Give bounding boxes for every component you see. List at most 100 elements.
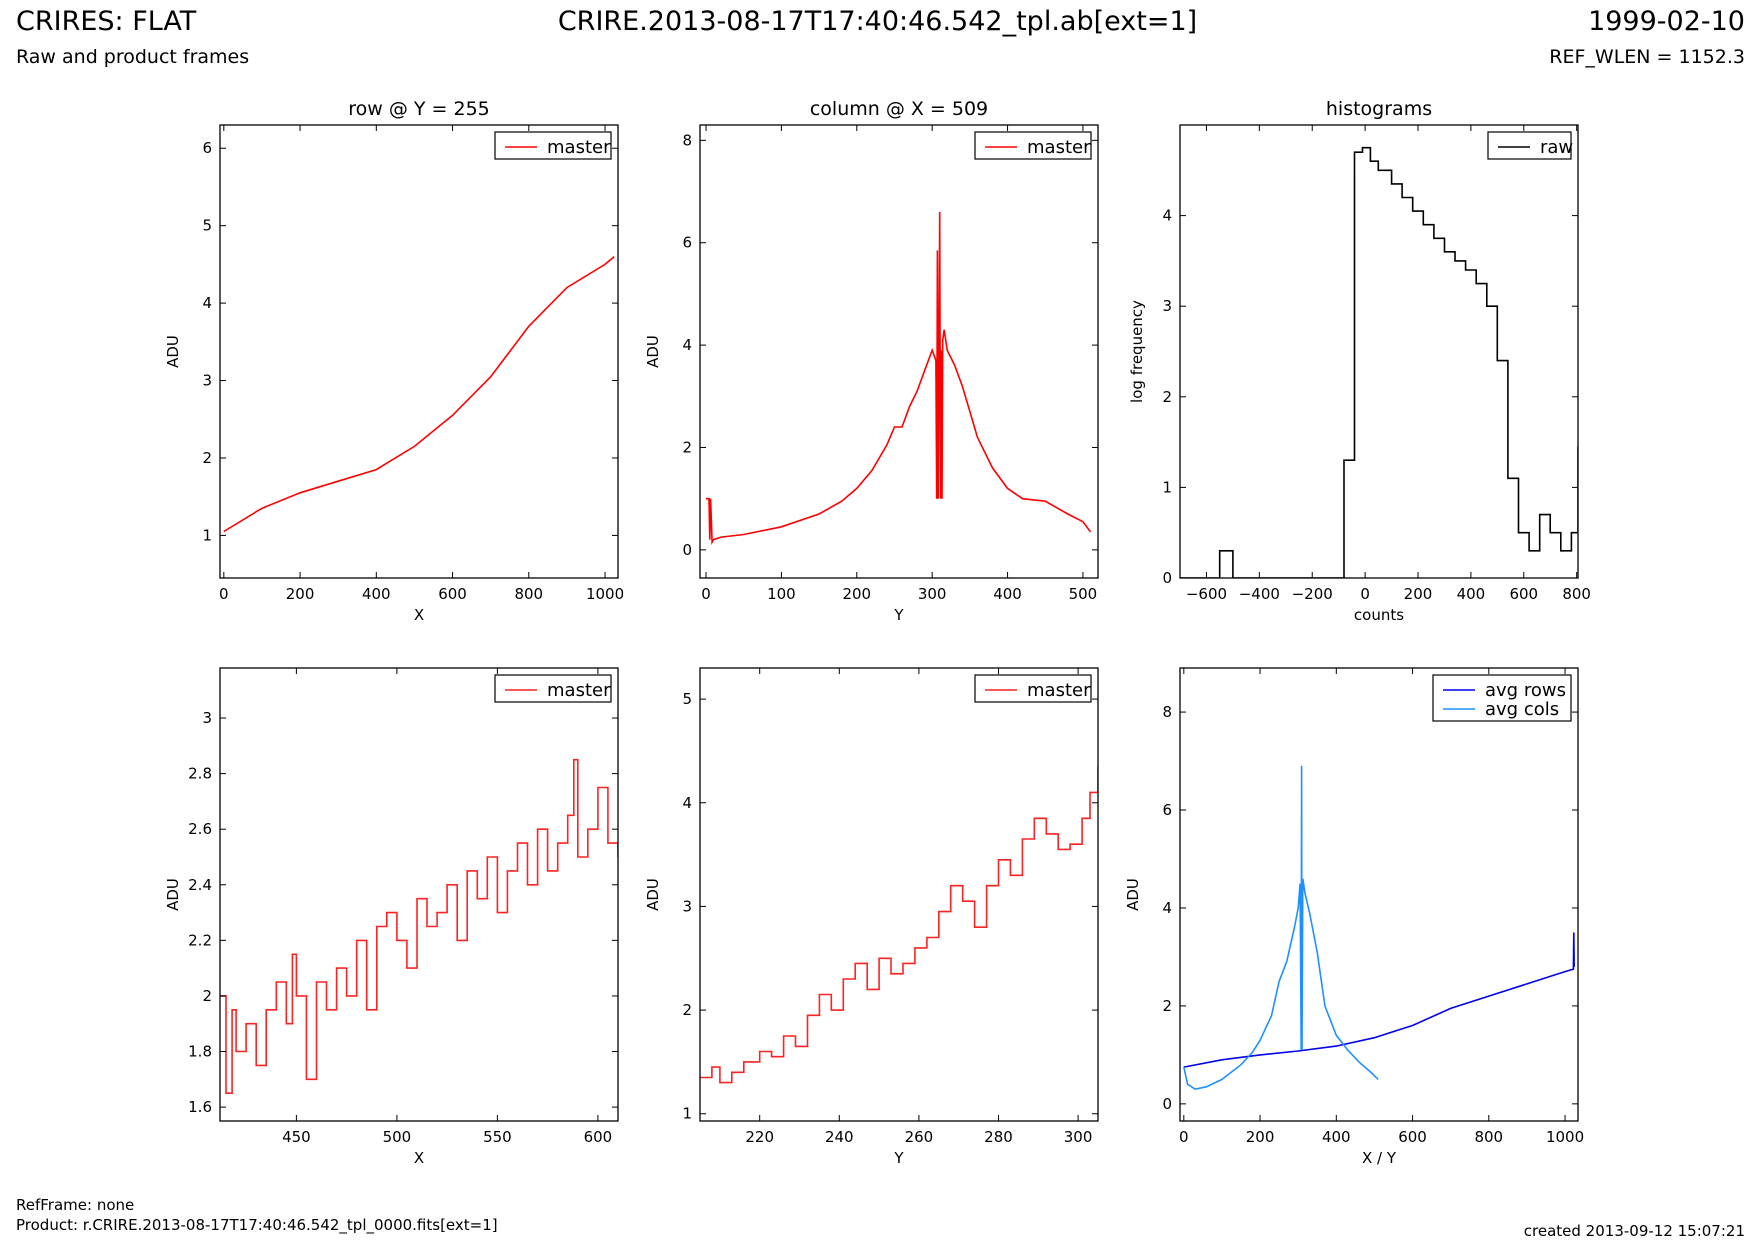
series-line-averages-1 [1183, 765, 1379, 1091]
x-tick-label: 800 [1474, 1128, 1503, 1146]
legend-box [494, 131, 612, 160]
y-axis-label: ADU [644, 878, 662, 911]
legend-label: avg cols [1485, 699, 1559, 720]
y-tick-label: 0 [682, 541, 692, 559]
legend-label: master [547, 680, 611, 701]
y-tick-label: 0 [1162, 1095, 1172, 1113]
y-axis-label: ADU [1124, 878, 1142, 911]
x-tick-label: 200 [1404, 585, 1433, 603]
y-axis-label: ADU [164, 335, 182, 368]
x-tick-label: 200 [842, 585, 871, 603]
y-tick-label: 4 [682, 794, 692, 812]
legend-box [974, 674, 1092, 703]
y-tick-label: 2 [682, 1001, 692, 1019]
chart-panel-averages: 0 200 400 600 800 1000 0 2 4 6 8 X / Y ADU avg rowsav… [1124, 667, 1584, 1167]
x-tick-label: −400 [1239, 585, 1280, 603]
series-line-averages-0 [1183, 932, 1575, 1068]
y-axis-label: ADU [164, 878, 182, 911]
chart-panel-row: 0 200 400 600 800 1000 1 2 3 4 5 6 row @ Y = 255 X ADU… [164, 98, 624, 624]
x-tick-label: 500 [383, 1128, 412, 1146]
x-tick-label: 600 [438, 585, 467, 603]
chart-panel-row-zoom: 450 500 550 600 1.6 1.8 2 2.2 2.4 2.6 2.8 3 X ADU mast… [164, 667, 619, 1167]
y-tick-label: 6 [682, 234, 692, 252]
y-tick-label: 1.8 [188, 1043, 212, 1061]
y-tick-label: 1.6 [188, 1098, 212, 1116]
x-tick-label: 0 [1179, 1128, 1189, 1146]
y-tick-label: 2 [1162, 388, 1172, 406]
chart-title: row @ Y = 255 [348, 98, 490, 120]
legend-box [1432, 674, 1572, 722]
x-tick-label: 800 [514, 585, 543, 603]
x-tick-label: 400 [1457, 585, 1486, 603]
x-tick-label: 300 [1064, 1128, 1093, 1146]
y-tick-label: 5 [202, 217, 212, 235]
x-tick-label: 500 [1069, 585, 1098, 603]
legend-column-zoom: master [974, 674, 1092, 703]
series-line-histograms-0 [1180, 146, 1578, 578]
chart-title: histograms [1326, 98, 1432, 120]
x-axis-label: Y [893, 1149, 904, 1167]
x-tick-label: −600 [1186, 585, 1227, 603]
x-tick-label: 280 [984, 1128, 1013, 1146]
legend-box [1487, 131, 1572, 160]
y-tick-label: 4 [202, 294, 212, 312]
x-tick-label: 100 [767, 585, 796, 603]
chart-panel-histograms: −600 −400 −200 0 200 400 600 800 0 1 2 3 4 histograms… [1128, 98, 1591, 624]
y-tick-label: 5 [682, 690, 692, 708]
y-tick-label: 4 [682, 336, 692, 354]
file-name-title: CRIRE.2013-08-17T17:40:46.542_tpl.ab[ext… [557, 6, 1198, 37]
y-tick-label: 2 [1162, 997, 1172, 1015]
x-tick-label: 200 [286, 585, 315, 603]
y-tick-label: 2 [202, 449, 212, 467]
y-tick-label: 2.2 [188, 931, 212, 949]
plot-frame-row-zoom [219, 667, 619, 1122]
series-line-row-zoom-0 [220, 758, 618, 1094]
legend-histograms: raw [1487, 131, 1573, 160]
x-tick-label: 300 [918, 585, 947, 603]
chart-panel-column-zoom: 220 240 260 280 300 1 2 3 4 5 Y ADU master [644, 667, 1099, 1167]
y-tick-label: 6 [202, 139, 212, 157]
series-line-column-zoom-0 [700, 766, 1098, 1084]
legend-row-zoom: master [494, 674, 612, 703]
y-tick-label: 2.4 [188, 876, 212, 894]
plot-frame-averages [1179, 667, 1579, 1122]
y-tick-label: 3 [202, 372, 212, 390]
plot-frame-column-zoom [699, 667, 1099, 1122]
chart-panel-column: 0 100 200 300 400 500 0 2 4 6 8 column @ X = 509 Y AD… [644, 98, 1099, 624]
x-tick-label: 0 [219, 585, 229, 603]
x-axis-label: counts [1354, 606, 1404, 624]
x-tick-label: 400 [1322, 1128, 1351, 1146]
x-tick-label: 600 [1509, 585, 1538, 603]
y-tick-label: 6 [1162, 801, 1172, 819]
y-tick-label: 1 [682, 1105, 692, 1123]
y-tick-label: 2.6 [188, 820, 212, 838]
chart-title: column @ X = 509 [810, 98, 988, 120]
y-tick-label: 2 [202, 987, 212, 1005]
x-axis-label: X / Y [1362, 1149, 1397, 1167]
report-subtitle: Raw and product frames [16, 46, 250, 68]
y-tick-label: 8 [682, 131, 692, 149]
legend-box [974, 131, 1092, 160]
y-tick-label: 0 [1162, 569, 1172, 587]
legend-label: master [1027, 137, 1091, 158]
x-tick-label: 600 [1398, 1128, 1427, 1146]
x-tick-label: 1000 [1546, 1128, 1584, 1146]
y-tick-label: 4 [1162, 207, 1172, 225]
y-tick-label: 2 [682, 438, 692, 456]
product-note: Product: r.CRIRE.2013-08-17T17:40:46.542… [16, 1216, 498, 1234]
legend-label: avg rows [1485, 680, 1566, 701]
x-tick-label: 400 [362, 585, 391, 603]
legend-label: master [547, 137, 611, 158]
plot-frame-histograms [1179, 124, 1579, 579]
x-axis-label: X [414, 1149, 424, 1167]
x-tick-label: 220 [745, 1128, 774, 1146]
x-tick-label: 260 [905, 1128, 934, 1146]
y-axis-label: log frequency [1128, 300, 1146, 403]
legend-column: master [974, 131, 1092, 160]
x-tick-label: 0 [1360, 585, 1370, 603]
legend-row: master [494, 131, 612, 160]
x-tick-label: 600 [584, 1128, 613, 1146]
x-tick-label: 0 [701, 585, 711, 603]
